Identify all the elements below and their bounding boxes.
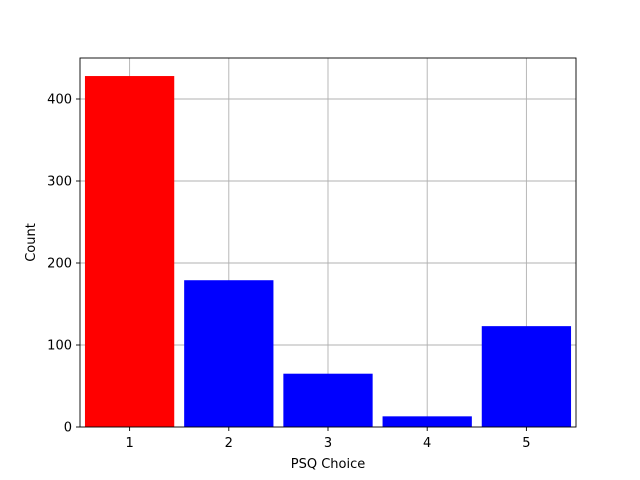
x-tick-label: 4	[423, 436, 431, 451]
bar-3	[283, 373, 373, 427]
x-tick-label: 1	[125, 436, 133, 451]
bar-1	[84, 76, 175, 427]
x-tick-label: 3	[324, 436, 332, 451]
y-tick-label: 400	[47, 93, 72, 108]
x-tick-label: 5	[522, 436, 530, 451]
y-tick-label: 100	[47, 339, 72, 354]
bars	[84, 76, 572, 427]
x-axis-ticks: 1 2 3 4 5	[125, 427, 531, 451]
y-tick-label: 0	[64, 421, 72, 436]
bar-5	[481, 326, 572, 427]
y-axis-label: Count	[24, 223, 39, 262]
bar-4	[382, 416, 472, 427]
y-tick-label: 200	[47, 257, 72, 272]
x-tick-label: 2	[225, 436, 233, 451]
x-axis-label: PSQ Choice	[291, 457, 365, 472]
y-axis-ticks: 0 100 200 300 400	[47, 93, 80, 436]
y-tick-label: 300	[47, 175, 72, 190]
bar-2	[184, 280, 274, 427]
